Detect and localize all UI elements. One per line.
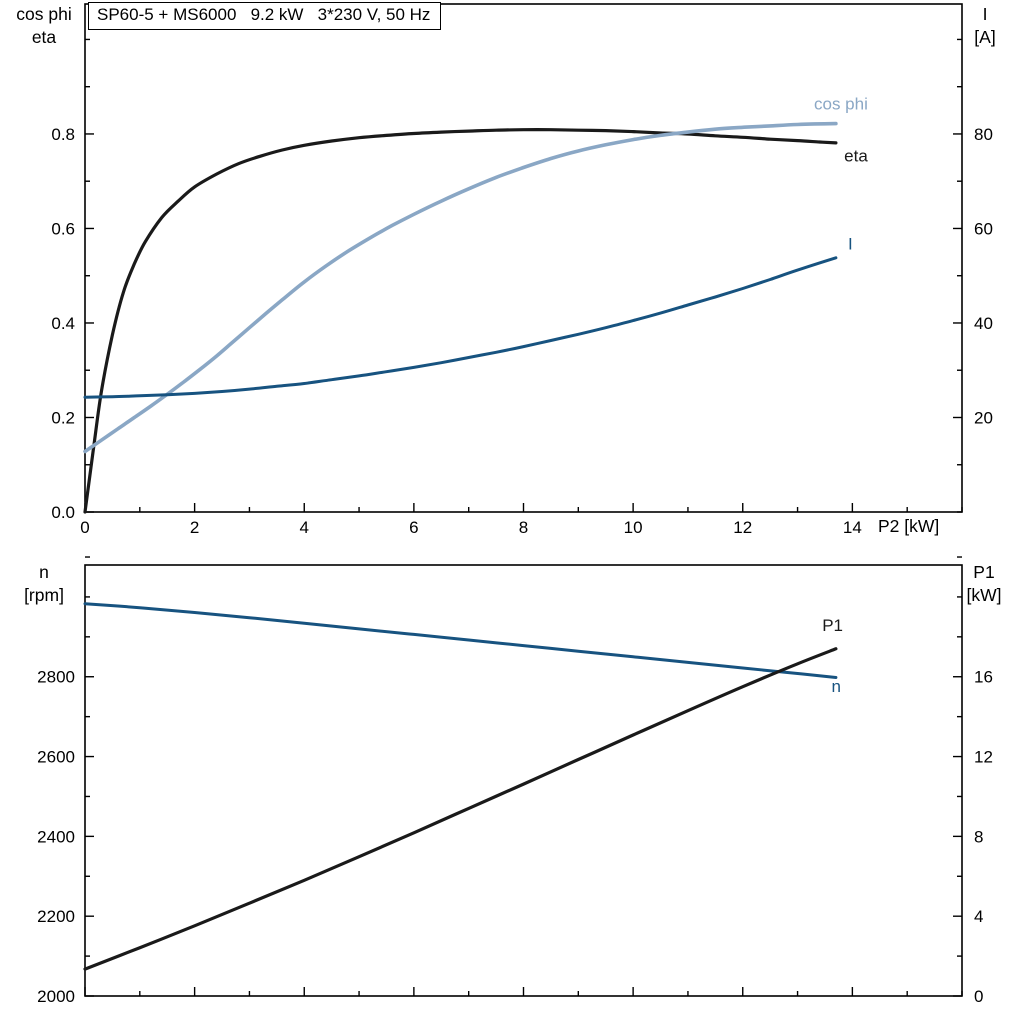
top-left-axis-title: cos phi eta <box>2 3 86 49</box>
left-y-tick-label: 2200 <box>37 907 75 926</box>
x-tick-label: 10 <box>624 518 643 537</box>
curve-label-p1: P1 <box>822 616 843 635</box>
curve-n <box>83 602 838 679</box>
right-y-tick-label: 0 <box>974 987 983 1006</box>
right-y-tick-label: 12 <box>974 748 993 767</box>
eta-axis-label: eta <box>31 27 57 47</box>
left-y-tick-label: 2400 <box>37 827 75 846</box>
x-tick-label: 14 <box>843 518 862 537</box>
curve-label-i: I <box>848 235 853 254</box>
rpm-unit-label: [rpm] <box>24 585 64 605</box>
right-y-tick-label: 8 <box>974 827 983 846</box>
x-tick-label: 4 <box>300 518 309 537</box>
x-tick-label: 6 <box>409 518 418 537</box>
curve-label-eta: eta <box>844 146 868 165</box>
right-y-tick-label: 80 <box>974 125 993 144</box>
x-tick-label: 2 <box>190 518 199 537</box>
right-y-tick-label: 40 <box>974 314 993 333</box>
left-y-tick-label: 2600 <box>37 748 75 767</box>
top-right-axis-title: I [A] <box>950 3 1020 49</box>
bottom-right-axis-title: P1 [kW] <box>948 561 1020 607</box>
p1-axis-label: P1 <box>973 562 995 582</box>
right-y-tick-label: 4 <box>974 907 983 926</box>
cos-phi-axis-label: cos phi <box>16 4 72 24</box>
x-tick-label: 8 <box>519 518 528 537</box>
kw-unit-label: [kW] <box>966 585 1002 605</box>
bottom-left-axis-title: n [rpm] <box>2 561 86 607</box>
chart-title: SP60-5 + MS6000 9.2 kW 3*230 V, 50 Hz <box>88 2 442 30</box>
x-axis-label: P2 [kW] <box>878 516 940 536</box>
curve-label-cos-phi: cos phi <box>814 94 868 113</box>
x-tick-label: 0 <box>80 518 89 537</box>
curve-label-n: n <box>832 677 841 696</box>
x-tick-label: 12 <box>733 518 752 537</box>
left-y-tick-label: 0.8 <box>51 125 75 144</box>
curve-eta <box>83 128 838 514</box>
left-y-tick-label: 0.0 <box>51 503 75 522</box>
left-y-tick-label: 0.6 <box>51 219 75 238</box>
left-y-tick-label: 2000 <box>37 987 75 1006</box>
curve-cos-phi <box>83 121 838 454</box>
speed-axis-label: n <box>39 562 49 582</box>
current-axis-label: I <box>982 4 988 24</box>
left-y-tick-label: 0.2 <box>51 408 75 427</box>
top-chart: 0 2 4 6 8 10 12 14 0.0 0.2 0.4 0.6 0.8 20 40 60 80 eta cos… <box>51 3 993 537</box>
ampere-unit-label: [A] <box>974 27 996 47</box>
curve-p1 <box>83 647 838 971</box>
bottom-chart: 2000 2200 2400 2600 2800 0 4 8 12 16 n P1 <box>37 556 993 1006</box>
right-y-tick-label: 20 <box>974 408 993 427</box>
left-y-tick-label: 2800 <box>37 668 75 687</box>
curve-i <box>83 256 838 399</box>
right-y-tick-label: 16 <box>974 668 993 687</box>
left-y-tick-label: 0.4 <box>51 314 75 333</box>
right-y-tick-label: 60 <box>974 219 993 238</box>
